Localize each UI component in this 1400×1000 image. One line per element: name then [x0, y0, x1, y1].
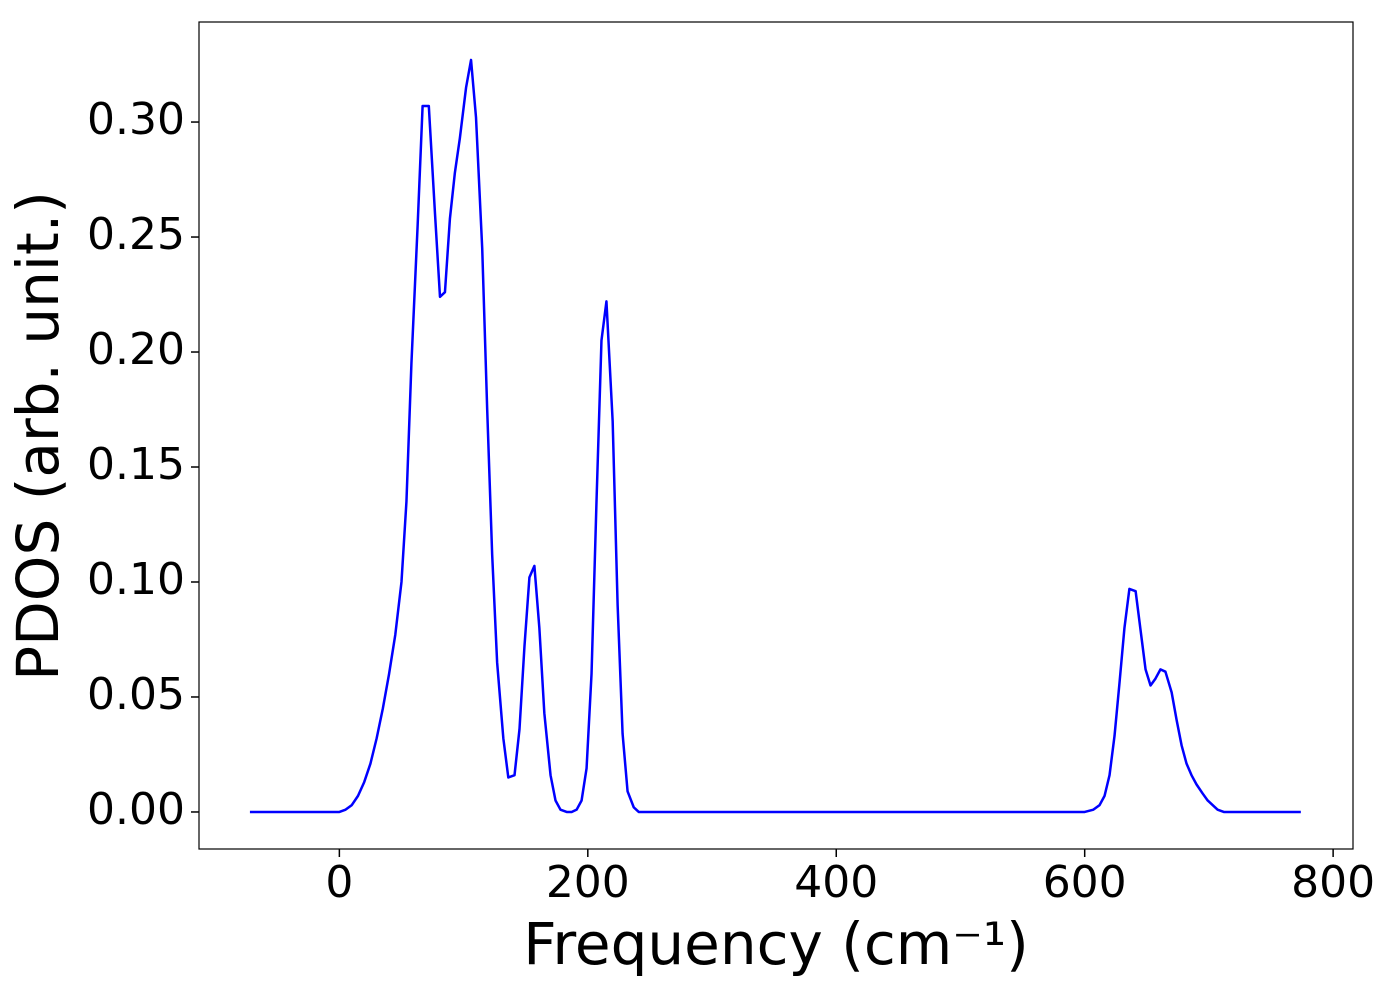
- x-tick-label: 0: [325, 857, 353, 908]
- y-tick-label: 0.30: [87, 94, 185, 145]
- y-tick-label: 0.10: [87, 554, 185, 605]
- y-tick-label: 0.20: [87, 324, 185, 375]
- x-tick-label: 600: [1043, 857, 1127, 908]
- y-tick-label: 0.05: [87, 669, 185, 720]
- plot-frame: [198, 21, 1354, 850]
- y-tick-label: 0.15: [87, 439, 185, 490]
- x-tick-label: 400: [794, 857, 878, 908]
- pdos-line: [249, 58, 1301, 814]
- x-axis-label: Frequency (cm⁻¹): [523, 910, 1029, 978]
- x-tick-label: 200: [546, 857, 630, 908]
- x-tick-label: 800: [1291, 857, 1375, 908]
- y-tick-label: 0.00: [87, 784, 185, 835]
- y-axis-label: PDOS (arb. unit.): [4, 191, 72, 681]
- y-tick-label: 0.25: [87, 209, 185, 260]
